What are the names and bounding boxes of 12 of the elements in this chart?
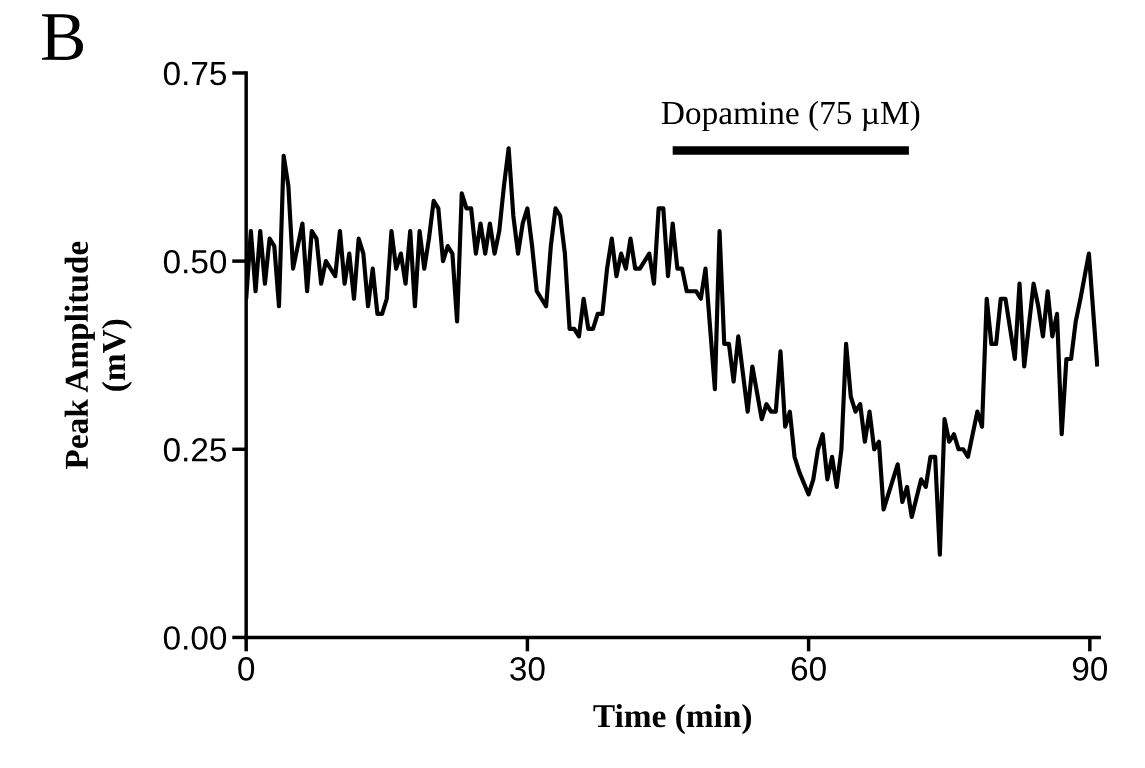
x-tick-label: 60 xyxy=(791,657,826,681)
series-label: Dopamine (75 µM) xyxy=(661,100,920,132)
y-tick-label: 0.75 xyxy=(163,61,227,86)
x-tick-label: 0 xyxy=(238,657,255,681)
x-tick-label: 30 xyxy=(510,657,545,681)
x-tick-label: 90 xyxy=(1072,657,1108,681)
y-axis-title: Peak Amplitude (mV) xyxy=(64,241,132,469)
y-tick-label: 0.50 xyxy=(163,249,227,274)
text: B xyxy=(42,14,83,60)
x-axis-title: Time (min) xyxy=(593,703,752,735)
y-tick-label: 0.00 xyxy=(163,626,227,650)
y-tick-label: 0.25 xyxy=(163,438,227,462)
